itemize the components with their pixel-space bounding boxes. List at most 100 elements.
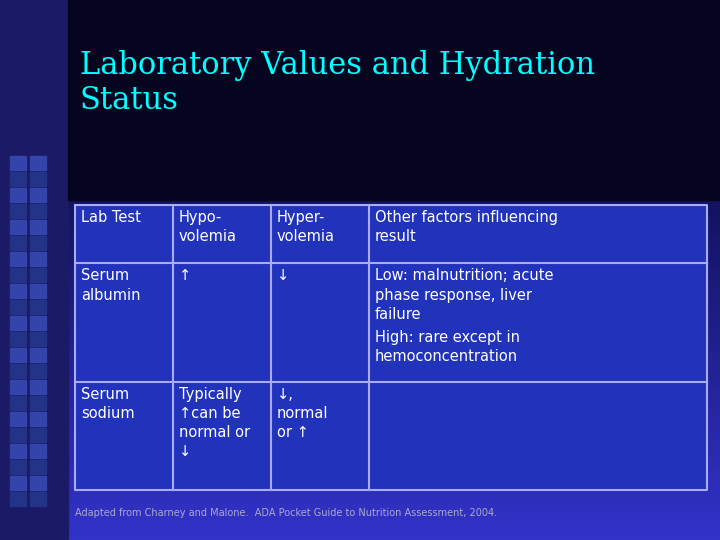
Bar bbox=[0, 18, 720, 27]
Bar bbox=[0, 369, 720, 378]
Bar bbox=[0, 423, 720, 432]
Bar bbox=[0, 0, 68, 540]
Bar bbox=[30, 332, 46, 346]
Bar bbox=[0, 531, 720, 540]
Bar bbox=[30, 268, 46, 282]
Bar bbox=[10, 220, 26, 234]
Bar bbox=[0, 387, 720, 396]
Bar bbox=[0, 207, 720, 216]
Bar bbox=[10, 364, 26, 378]
Bar bbox=[0, 243, 720, 252]
Bar bbox=[0, 405, 720, 414]
Bar bbox=[10, 188, 26, 202]
Bar bbox=[0, 468, 720, 477]
Bar bbox=[0, 441, 720, 450]
Text: Status: Status bbox=[80, 85, 179, 116]
Bar bbox=[0, 279, 720, 288]
Bar bbox=[0, 522, 720, 531]
Bar bbox=[0, 486, 720, 495]
Text: ↑: ↑ bbox=[179, 268, 192, 284]
Bar bbox=[0, 297, 720, 306]
Text: Hyper-
volemia: Hyper- volemia bbox=[277, 210, 335, 244]
Bar bbox=[75, 205, 707, 490]
Bar bbox=[0, 99, 720, 108]
Bar bbox=[0, 162, 720, 171]
Bar bbox=[30, 188, 46, 202]
Bar bbox=[30, 220, 46, 234]
Bar bbox=[30, 284, 46, 298]
Bar bbox=[0, 108, 720, 117]
Bar bbox=[0, 72, 720, 81]
Bar bbox=[0, 504, 720, 513]
Text: Serum
sodium: Serum sodium bbox=[81, 387, 135, 421]
Bar bbox=[30, 476, 46, 490]
Bar bbox=[10, 236, 26, 250]
Bar bbox=[0, 45, 720, 54]
Bar bbox=[30, 204, 46, 218]
Bar bbox=[10, 444, 26, 458]
Bar bbox=[10, 460, 26, 474]
Bar bbox=[0, 81, 720, 90]
Bar bbox=[0, 135, 720, 144]
Bar bbox=[0, 513, 720, 522]
Bar bbox=[30, 428, 46, 442]
Text: Laboratory Values and Hydration: Laboratory Values and Hydration bbox=[80, 50, 595, 81]
Bar bbox=[0, 351, 720, 360]
Bar bbox=[0, 144, 720, 153]
Bar bbox=[10, 268, 26, 282]
Text: Low: malnutrition; acute
phase response, liver
failure: Low: malnutrition; acute phase response,… bbox=[375, 268, 554, 322]
Bar bbox=[0, 126, 720, 135]
Text: Hypo-
volemia: Hypo- volemia bbox=[179, 210, 237, 244]
Bar bbox=[0, 459, 720, 468]
Bar bbox=[0, 477, 720, 486]
Bar bbox=[0, 432, 720, 441]
Bar bbox=[30, 300, 46, 314]
Text: High: rare except in
hemoconcentration: High: rare except in hemoconcentration bbox=[375, 330, 520, 364]
Bar bbox=[0, 495, 720, 504]
Bar bbox=[0, 180, 720, 189]
Bar bbox=[0, 270, 720, 279]
Bar bbox=[30, 236, 46, 250]
Bar bbox=[0, 0, 720, 9]
Bar bbox=[0, 234, 720, 243]
Bar bbox=[30, 460, 46, 474]
Bar bbox=[30, 364, 46, 378]
Bar bbox=[10, 348, 26, 362]
Bar bbox=[10, 300, 26, 314]
Bar bbox=[10, 204, 26, 218]
Bar bbox=[0, 9, 720, 18]
Bar bbox=[0, 342, 720, 351]
Bar bbox=[0, 378, 720, 387]
Bar bbox=[10, 428, 26, 442]
Bar bbox=[30, 492, 46, 506]
Bar bbox=[0, 288, 720, 297]
Bar bbox=[0, 36, 720, 45]
Bar bbox=[0, 225, 720, 234]
Bar bbox=[0, 396, 720, 405]
Bar bbox=[0, 153, 720, 162]
Bar bbox=[10, 396, 26, 410]
Text: Lab Test: Lab Test bbox=[81, 210, 141, 225]
Bar bbox=[0, 306, 720, 315]
Bar bbox=[10, 476, 26, 490]
Bar bbox=[10, 380, 26, 394]
Bar bbox=[0, 171, 720, 180]
Bar bbox=[0, 216, 720, 225]
Text: Serum
albumin: Serum albumin bbox=[81, 268, 140, 302]
Bar bbox=[0, 450, 720, 459]
Bar bbox=[0, 414, 720, 423]
Bar bbox=[10, 252, 26, 266]
Bar bbox=[0, 315, 720, 324]
Bar bbox=[0, 261, 720, 270]
Bar bbox=[0, 27, 720, 36]
Bar bbox=[0, 252, 720, 261]
Bar bbox=[30, 412, 46, 426]
Bar bbox=[10, 284, 26, 298]
Bar bbox=[30, 156, 46, 170]
Text: Typically
↑can be
normal or
↓: Typically ↑can be normal or ↓ bbox=[179, 387, 250, 460]
Bar bbox=[0, 198, 720, 207]
Text: ↓: ↓ bbox=[277, 268, 289, 284]
Bar bbox=[10, 492, 26, 506]
Bar bbox=[30, 348, 46, 362]
Bar bbox=[30, 172, 46, 186]
